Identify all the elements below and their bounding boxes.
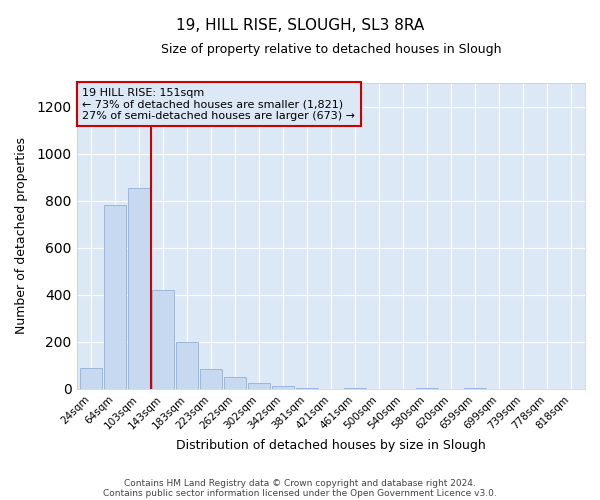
Text: 19, HILL RISE, SLOUGH, SL3 8RA: 19, HILL RISE, SLOUGH, SL3 8RA bbox=[176, 18, 424, 32]
Bar bbox=[80, 368, 103, 389]
Bar bbox=[104, 206, 127, 389]
Bar bbox=[128, 188, 151, 389]
Bar bbox=[200, 369, 222, 389]
Y-axis label: Number of detached properties: Number of detached properties bbox=[15, 138, 28, 334]
Bar bbox=[296, 388, 318, 389]
Title: Size of property relative to detached houses in Slough: Size of property relative to detached ho… bbox=[161, 42, 501, 56]
Bar bbox=[416, 388, 438, 389]
Bar bbox=[248, 383, 270, 389]
Text: 19 HILL RISE: 151sqm
← 73% of detached houses are smaller (1,821)
27% of semi-de: 19 HILL RISE: 151sqm ← 73% of detached h… bbox=[82, 88, 355, 121]
Bar bbox=[152, 290, 174, 389]
Bar bbox=[176, 342, 198, 389]
Bar bbox=[272, 386, 294, 389]
X-axis label: Distribution of detached houses by size in Slough: Distribution of detached houses by size … bbox=[176, 440, 486, 452]
Bar bbox=[224, 377, 246, 389]
Text: Contains HM Land Registry data © Crown copyright and database right 2024.: Contains HM Land Registry data © Crown c… bbox=[124, 478, 476, 488]
Bar bbox=[344, 388, 366, 389]
Bar bbox=[464, 388, 486, 389]
Text: Contains public sector information licensed under the Open Government Licence v3: Contains public sector information licen… bbox=[103, 488, 497, 498]
